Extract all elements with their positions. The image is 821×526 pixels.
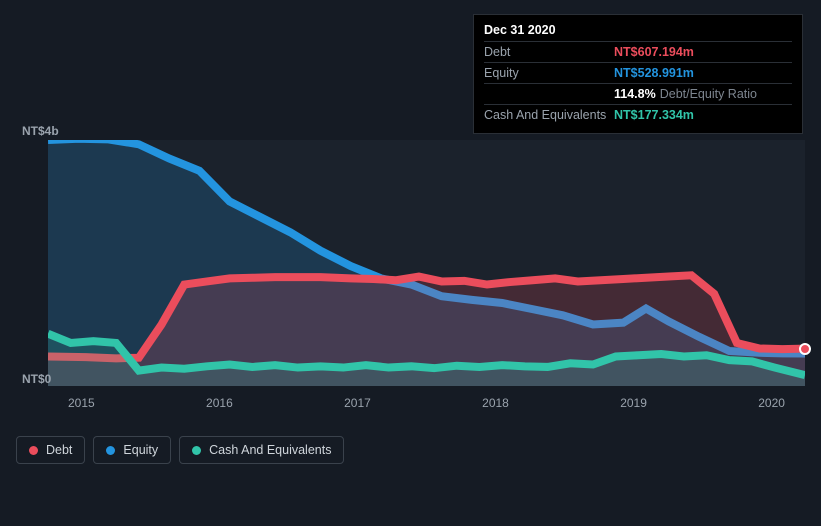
tooltip-row: EquityNT$528.991m	[484, 62, 792, 83]
legend-item[interactable]: Equity	[93, 436, 171, 464]
chart-svg	[48, 140, 805, 386]
tooltip-row-value: NT$177.334m	[614, 108, 694, 122]
tooltip-date: Dec 31 2020	[484, 23, 792, 37]
tooltip-row-label: Cash And Equivalents	[484, 108, 614, 122]
x-tick-label: 2020	[758, 396, 785, 410]
legend-item[interactable]: Cash And Equivalents	[179, 436, 344, 464]
x-tick-label: 2015	[68, 396, 95, 410]
x-axis: 2015 2016 2017 2018 2019 2020	[48, 396, 805, 410]
chart-tooltip: Dec 31 2020 DebtNT$607.194mEquityNT$528.…	[473, 14, 803, 134]
series-end-marker	[799, 343, 811, 355]
tooltip-row: 114.8% Debt/Equity Ratio	[484, 83, 792, 104]
tooltip-row: Cash And EquivalentsNT$177.334m	[484, 104, 792, 125]
tooltip-row-value: NT$607.194m	[614, 45, 694, 59]
y-axis-min-label: NT$0	[22, 372, 51, 386]
legend-label: Debt	[46, 443, 72, 457]
debt-equity-chart: NT$4b NT$0 2015 2016 2017 2018 2019 2020 Debt…	[16, 120, 805, 476]
legend-dot-icon	[192, 446, 201, 455]
tooltip-row-value: NT$528.991m	[614, 66, 694, 80]
tooltip-row-label: Debt	[484, 45, 614, 59]
y-axis-max-label: NT$4b	[22, 124, 59, 138]
tooltip-row-label: Equity	[484, 66, 614, 80]
chart-legend: Debt Equity Cash And Equivalents	[16, 436, 344, 464]
tooltip-row-label	[484, 87, 614, 101]
tooltip-row-sublabel: Debt/Equity Ratio	[660, 87, 757, 101]
legend-label: Equity	[123, 443, 158, 457]
chart-plot-area[interactable]	[48, 140, 805, 386]
x-tick-label: 2016	[206, 396, 233, 410]
legend-label: Cash And Equivalents	[209, 443, 331, 457]
tooltip-row: DebtNT$607.194m	[484, 41, 792, 62]
legend-item[interactable]: Debt	[16, 436, 85, 464]
x-tick-label: 2019	[620, 396, 647, 410]
x-tick-label: 2018	[482, 396, 509, 410]
x-tick-label: 2017	[344, 396, 371, 410]
legend-dot-icon	[106, 446, 115, 455]
tooltip-row-value: 114.8%	[614, 87, 656, 101]
legend-dot-icon	[29, 446, 38, 455]
